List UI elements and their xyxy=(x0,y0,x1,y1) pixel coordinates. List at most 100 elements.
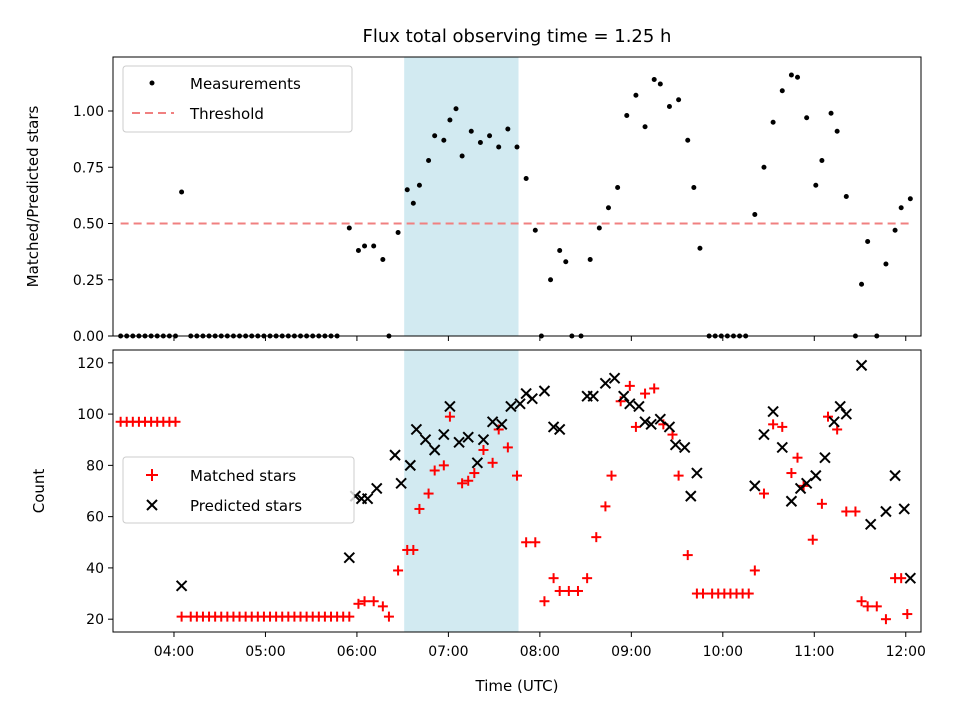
predicted-point-49 xyxy=(810,469,822,482)
predicted-point-39 xyxy=(678,441,691,454)
top-panel-y-axis-label: Matched/Predicted stars xyxy=(24,106,42,288)
matched-point-104 xyxy=(880,614,891,625)
top-panel-legend: Measurements Threshold xyxy=(122,65,353,133)
matched-point-102 xyxy=(862,601,873,612)
top-panel-x-ticks xyxy=(173,336,907,341)
predicted-point-38 xyxy=(669,439,682,451)
predicted-point-36 xyxy=(654,413,667,425)
predicted-point-29 xyxy=(599,377,612,390)
x-tick-label-3: 07:00 xyxy=(428,644,468,660)
matched-point-49 xyxy=(438,460,449,471)
matched-point-46 xyxy=(414,503,425,514)
matched-point-89 xyxy=(758,488,769,499)
predicted-point-20 xyxy=(505,400,517,413)
matched-point-78 xyxy=(682,550,693,561)
predicted-point-58 xyxy=(898,503,910,515)
predicted-point-21 xyxy=(514,398,526,410)
matched-point-37 xyxy=(344,611,355,622)
y-tick-label-1-5: 120 xyxy=(77,356,104,372)
bottom-panel-frame xyxy=(112,349,922,633)
matched-point-88 xyxy=(749,565,760,576)
measurement-point-54 xyxy=(487,133,493,139)
x-tick-label-2: 06:00 xyxy=(337,644,377,660)
matched-point-107 xyxy=(902,609,913,620)
predicted-point-51 xyxy=(828,416,840,428)
predicted-point-0 xyxy=(175,580,188,592)
legend-measurements-marker xyxy=(149,80,155,86)
matched-point-47 xyxy=(423,488,434,499)
predicted-point-13 xyxy=(444,400,456,413)
predicted-point-42 xyxy=(749,480,761,492)
predicted-point-14 xyxy=(453,436,465,448)
measurement-point-45 xyxy=(416,182,422,188)
measurement-point-79 xyxy=(697,245,703,251)
legend-matched-label: Matched stars xyxy=(190,467,296,485)
matched-point-59 xyxy=(521,537,532,548)
measurement-point-51 xyxy=(459,153,465,159)
predicted-point-37 xyxy=(663,421,676,433)
measurement-point-88 xyxy=(761,164,767,170)
measurement-point-106 xyxy=(907,196,913,202)
measurement-point-98 xyxy=(843,194,849,199)
measurement-point-93 xyxy=(804,115,810,121)
y-tick-label-1-3: 80 xyxy=(86,458,104,474)
matched-point-71 xyxy=(624,380,635,391)
measurement-point-50 xyxy=(453,106,459,112)
measurement-point-90 xyxy=(779,88,785,94)
measurement-point-94 xyxy=(813,182,819,188)
predicted-point-4 xyxy=(361,492,374,505)
measurement-point-72 xyxy=(642,124,648,130)
matched-point-58 xyxy=(512,470,522,481)
measurement-point-75 xyxy=(666,104,672,109)
matched-point-48 xyxy=(429,465,440,476)
y-tick-label-1-2: 60 xyxy=(86,510,104,526)
y-tick-label-1-1: 40 xyxy=(86,561,104,577)
predicted-point-26 xyxy=(553,423,566,436)
matched-point-57 xyxy=(502,442,513,453)
predicted-point-50 xyxy=(819,451,831,464)
matched-point-41 xyxy=(377,601,388,612)
matched-point-42 xyxy=(383,611,394,622)
predicted-point-24 xyxy=(538,385,551,397)
y-tick-label-0-2: 0.50 xyxy=(73,217,104,233)
measurement-point-103 xyxy=(883,261,889,267)
measurement-point-68 xyxy=(605,205,611,211)
observing-span-shade xyxy=(404,57,519,336)
x-tick-label-4: 08:00 xyxy=(520,644,560,660)
measurement-point-66 xyxy=(587,257,593,262)
predicted-point-11 xyxy=(428,444,441,456)
predicted-point-30 xyxy=(608,372,621,384)
matched-point-50 xyxy=(444,411,455,422)
matched-point-100 xyxy=(850,506,861,517)
measurement-point-44 xyxy=(410,200,416,206)
measurement-point-101 xyxy=(865,239,871,244)
matched-point-73 xyxy=(640,388,651,399)
predicted-point-5 xyxy=(371,482,383,495)
matched-point-52 xyxy=(463,475,474,486)
measurement-point-57 xyxy=(514,144,520,150)
x-tick-label-7: 11:00 xyxy=(794,644,834,660)
matched-point-101 xyxy=(856,596,867,607)
predicted-point-35 xyxy=(645,418,657,431)
predicted-point-48 xyxy=(800,477,813,490)
measurement-point-59 xyxy=(532,227,538,233)
y-tick-label-1-0: 20 xyxy=(86,612,104,628)
measurement-point-36 xyxy=(346,225,352,231)
y-tick-label-0-3: 0.75 xyxy=(73,160,104,176)
measurement-point-63 xyxy=(563,259,569,265)
matched-point-77 xyxy=(673,470,684,481)
measurement-point-39 xyxy=(371,243,377,249)
predicted-point-6 xyxy=(389,449,401,461)
predicted-point-17 xyxy=(477,434,490,446)
predicted-point-59 xyxy=(904,572,917,584)
matched-point-72 xyxy=(630,421,641,432)
matched-point-10 xyxy=(176,611,187,622)
matched-point-9 xyxy=(170,416,181,427)
matched-point-106 xyxy=(896,573,907,584)
matched-point-99 xyxy=(841,506,852,517)
legend-predicted-label: Predicted stars xyxy=(190,497,302,515)
matched-point-74 xyxy=(649,383,660,394)
measurement-point-58 xyxy=(523,176,529,181)
matched-point-54 xyxy=(478,444,489,455)
predicted-point-55 xyxy=(864,518,877,531)
